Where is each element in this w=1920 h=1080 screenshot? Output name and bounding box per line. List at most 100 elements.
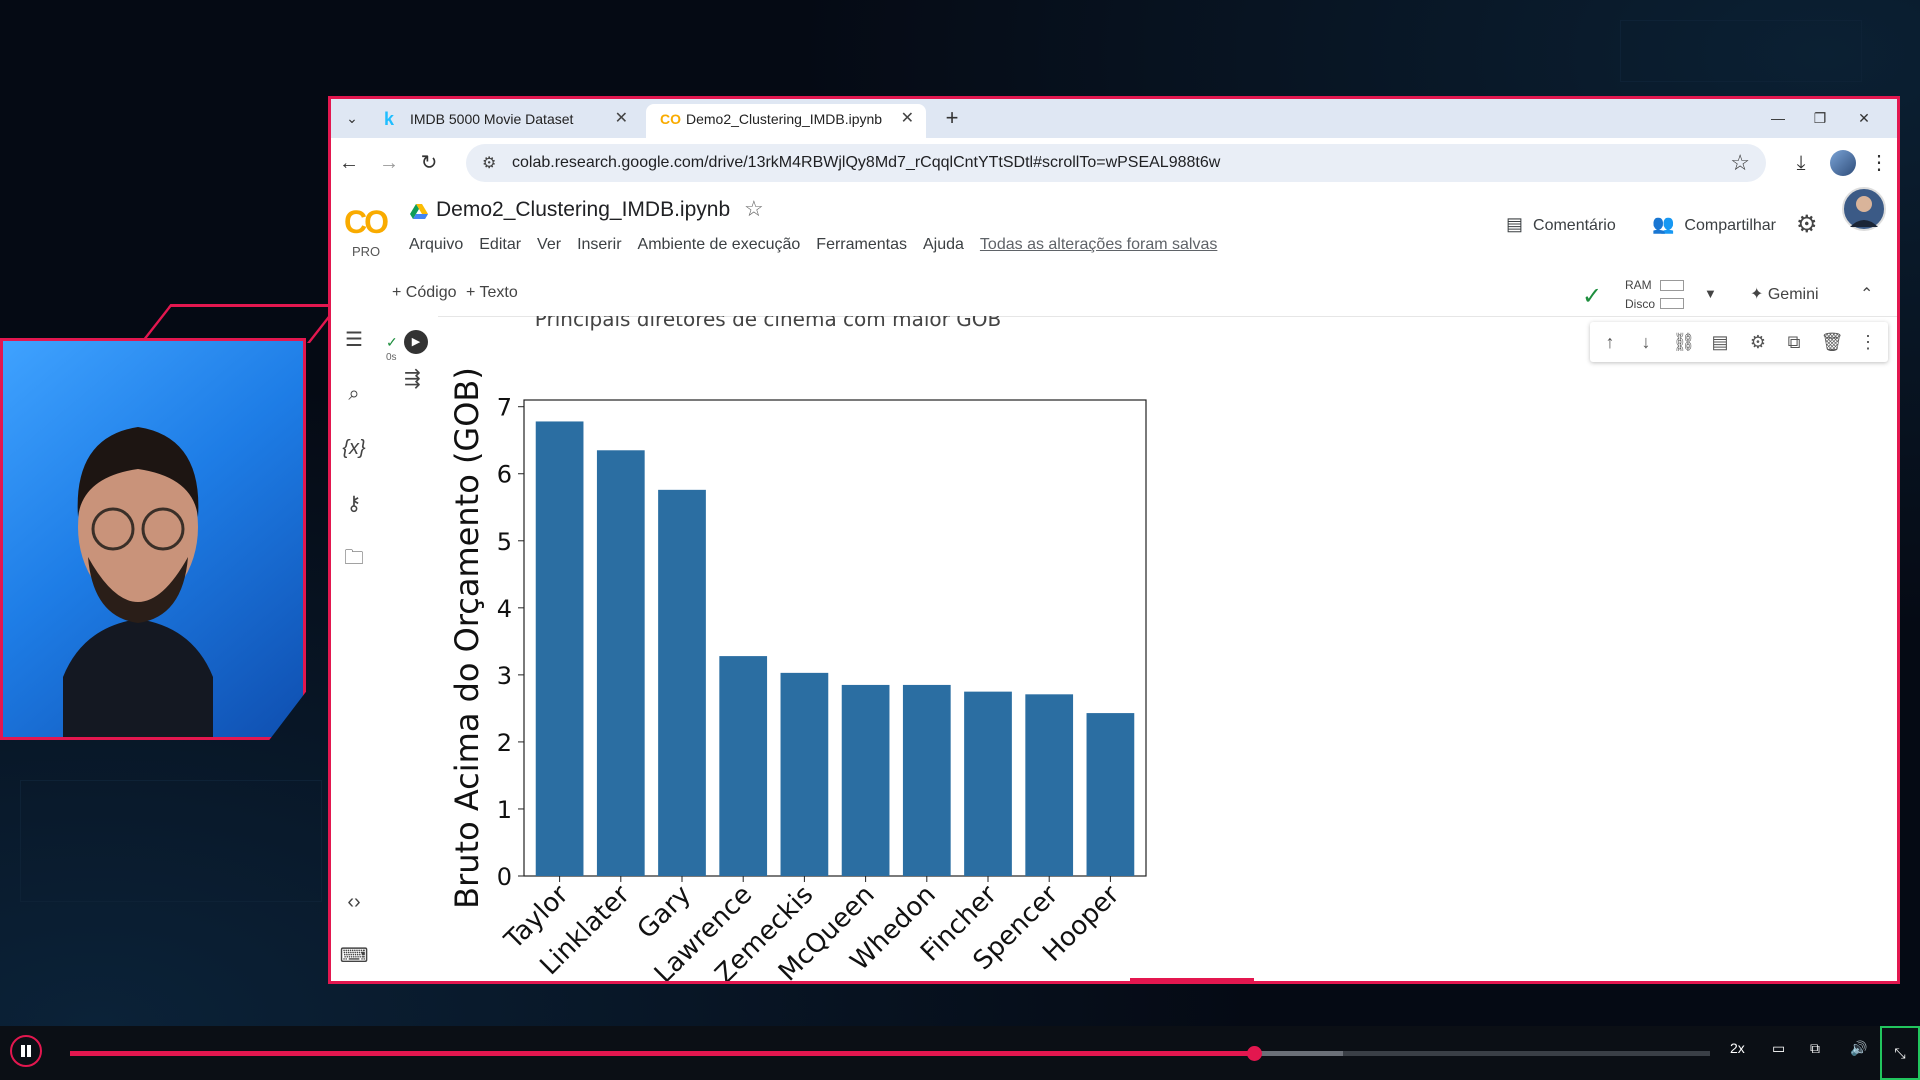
- y-tick-label: 5: [497, 528, 512, 556]
- ram-label: RAM: [1625, 278, 1652, 292]
- files-folder-icon[interactable]: 🗀: [344, 547, 364, 569]
- delete-cell-icon[interactable]: 🗑: [1820, 332, 1844, 352]
- back-button[interactable]: ←: [339, 152, 359, 174]
- output-options-icon[interactable]: ⇶: [404, 368, 421, 390]
- colab-header: CO PRO Demo2_Clustering_IMDB.ipynb ☆ Arq…: [330, 187, 1898, 272]
- close-window-button[interactable]: ✕: [1858, 110, 1870, 126]
- gemini-label: Gemini: [1767, 286, 1819, 303]
- chart-title: Principais diretores de cinema com maior…: [535, 316, 1001, 331]
- forward-button[interactable]: →: [379, 152, 399, 174]
- cell-settings-icon[interactable]: ⚙: [1749, 332, 1767, 352]
- menu-arquivo[interactable]: Arquivo: [409, 236, 464, 253]
- bookmark-star-icon[interactable]: ☆: [1730, 150, 1750, 175]
- address-bar: ← → ↻ ⚙ colab.research.google.com/drive/…: [330, 138, 1898, 189]
- collapse-header-icon[interactable]: ⌃: [1860, 286, 1874, 303]
- minimize-button[interactable]: —: [1771, 110, 1785, 126]
- gemini-button[interactable]: ✦ Gemini: [1750, 284, 1819, 304]
- more-actions-icon[interactable]: ⋮: [1859, 332, 1877, 352]
- exit-fullscreen-button[interactable]: ⤡: [1880, 1026, 1920, 1080]
- comment-button[interactable]: ▤ Comentário: [1506, 214, 1616, 235]
- chart-plot-area: 01234567TaylorLinklaterGaryLawrenceZemec…: [497, 394, 1147, 982]
- bar-fincher: [964, 691, 1012, 876]
- bar-taylor: [535, 421, 584, 876]
- secrets-key-icon[interactable]: ⚷: [346, 493, 362, 515]
- colab-logo[interactable]: CO: [344, 204, 389, 240]
- video-player-controls: 2x ▭ ⧉ 🔊 ⤡: [0, 1026, 1920, 1080]
- menu-ver[interactable]: Ver: [537, 236, 562, 253]
- star-notebook-icon[interactable]: ☆: [744, 196, 764, 221]
- search-icon[interactable]: ⌕: [348, 383, 360, 405]
- y-tick-label: 7: [497, 394, 512, 422]
- site-info-icon[interactable]: ⚙: [482, 155, 497, 172]
- url-field[interactable]: ⚙ colab.research.google.com/drive/13rkM4…: [466, 144, 1766, 182]
- volume-icon[interactable]: 🔊: [1850, 1040, 1868, 1056]
- cell-toolbar: ↑ ↓ ⛓ ▤ ⚙ ⧉ 🗑 ⋮: [1590, 322, 1888, 362]
- connected-check-icon: ✓: [1582, 283, 1603, 310]
- url-text: colab.research.google.com/drive/13rkM4RB…: [512, 154, 1221, 171]
- bar-chart: Principais diretores de cinema com maior…: [448, 316, 1147, 982]
- kaggle-favicon-icon: k: [384, 109, 395, 129]
- code-snippets-icon[interactable]: ‹›: [347, 891, 361, 913]
- close-tab-icon[interactable]: ✕: [614, 110, 628, 127]
- disk-label: Disco: [1625, 297, 1656, 311]
- bar-mcqueen: [841, 684, 890, 876]
- menu-inserir[interactable]: Inserir: [577, 236, 622, 253]
- table-of-contents-icon[interactable]: ☰: [345, 329, 363, 351]
- runtime-dropdown-icon[interactable]: ▼: [1704, 286, 1717, 301]
- menu-ambiente-execucao[interactable]: Ambiente de execução: [637, 236, 801, 253]
- menu-ferramentas[interactable]: Ferramentas: [816, 236, 907, 253]
- notebook-title[interactable]: Demo2_Clustering_IMDB.ipynb: [436, 198, 731, 221]
- people-icon: 👥: [1652, 214, 1675, 234]
- y-axis-label: Bruto Acima do Orçamento (GOB): [448, 367, 486, 909]
- y-tick-label: 6: [497, 461, 512, 489]
- bar-lawrence: [719, 656, 768, 876]
- seek-bar[interactable]: [70, 1046, 1710, 1061]
- left-sidebar: ☰ ⌕ {x} ⚷ 🗀 ‹› ⌨: [330, 316, 379, 982]
- browser-profile-avatar[interactable]: [1830, 150, 1856, 176]
- y-tick-label: 0: [497, 863, 512, 891]
- tab-search-dropdown[interactable]: ⌄: [346, 110, 358, 126]
- reload-button[interactable]: ↻: [420, 152, 438, 174]
- bar-hooper: [1086, 713, 1135, 876]
- user-avatar[interactable]: [1842, 187, 1886, 231]
- pause-button[interactable]: [10, 1035, 42, 1067]
- bar-linklater: [596, 450, 645, 876]
- playback-speed-button[interactable]: 2x: [1730, 1040, 1745, 1056]
- variables-icon[interactable]: {x}: [342, 437, 366, 459]
- ram-usage-bar: [1660, 280, 1684, 291]
- download-icon[interactable]: ⤓: [1796, 152, 1806, 174]
- y-tick-label: 2: [497, 729, 512, 757]
- y-tick-label: 4: [497, 595, 512, 623]
- add-code-cell-button[interactable]: + Código: [392, 284, 457, 301]
- menu-editar[interactable]: Editar: [479, 236, 522, 253]
- link-to-cell-icon[interactable]: ⛓: [1672, 332, 1696, 352]
- captions-icon[interactable]: ▭: [1772, 1040, 1786, 1056]
- share-label: Compartilhar: [1684, 217, 1777, 234]
- colab-menu-bar: Arquivo Editar Ver Inserir Ambiente de e…: [409, 236, 1217, 260]
- new-tab-button[interactable]: +: [945, 105, 959, 130]
- tab-label: IMDB 5000 Movie Dataset: [410, 111, 574, 127]
- menu-ajuda[interactable]: Ajuda: [923, 236, 964, 253]
- google-drive-icon: [410, 204, 428, 219]
- share-button[interactable]: 👥 Compartilhar: [1652, 214, 1776, 235]
- add-text-cell-button[interactable]: + Texto: [466, 284, 518, 301]
- run-cell-button[interactable]: ▶: [404, 330, 428, 354]
- settings-gear-icon[interactable]: ⚙: [1796, 211, 1818, 238]
- comment-label: Comentário: [1533, 217, 1616, 234]
- seek-handle[interactable]: [1247, 1046, 1263, 1061]
- tab-colab-notebook[interactable]: CO Demo2_Clustering_IMDB.ipynb ✕: [646, 104, 926, 138]
- save-status-link[interactable]: Todas as alterações foram salvas: [979, 236, 1218, 253]
- add-comment-icon[interactable]: ▤: [1711, 332, 1729, 352]
- cell-gutter: ✓ 0s ▶ ⇶: [378, 316, 438, 982]
- browser-menu-icon[interactable]: ⋮: [1869, 152, 1889, 174]
- close-tab-icon[interactable]: ✕: [900, 110, 914, 127]
- restore-button[interactable]: ❐: [1813, 110, 1827, 126]
- mirror-cell-icon[interactable]: ⧉: [1787, 332, 1801, 352]
- picture-in-picture-icon[interactable]: ⧉: [1810, 1040, 1820, 1056]
- tab-imdb-dataset[interactable]: k IMDB 5000 Movie Dataset ✕: [370, 104, 640, 138]
- move-cell-up-icon[interactable]: ↑: [1605, 332, 1615, 352]
- move-cell-down-icon[interactable]: ↓: [1641, 332, 1651, 352]
- bar-gary: [658, 489, 706, 876]
- comment-icon: ▤: [1506, 214, 1524, 234]
- command-palette-icon[interactable]: ⌨: [339, 945, 369, 967]
